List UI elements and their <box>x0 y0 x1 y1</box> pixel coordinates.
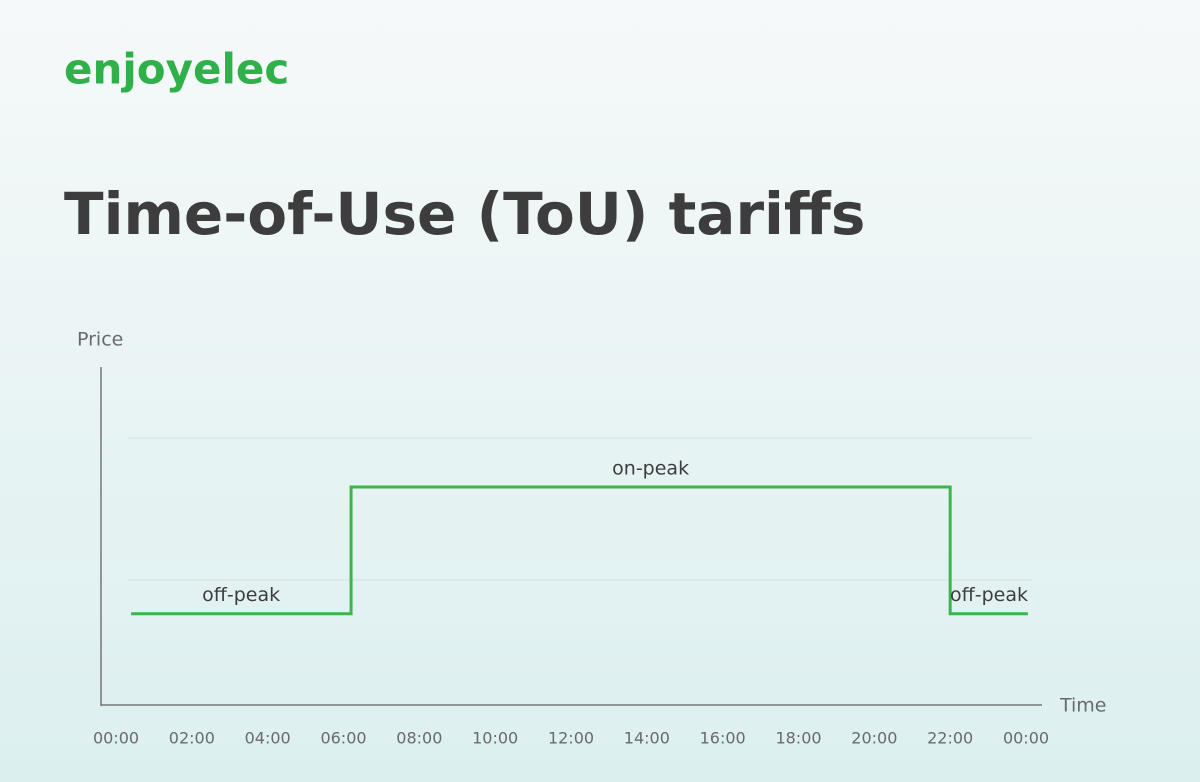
x-tick-label: 08:00 <box>396 729 442 748</box>
logo: enjoyelec <box>64 45 289 94</box>
segment-label: off-peak <box>202 584 280 606</box>
x-tick-label: 20:00 <box>851 729 897 748</box>
x-tick-label: 14:00 <box>624 729 670 748</box>
step-line <box>131 485 1028 616</box>
x-tick-label: 00:00 <box>93 729 139 748</box>
x-axis-title: Time <box>1059 695 1107 717</box>
segment-label: on-peak <box>612 457 689 479</box>
x-tick-label: 00:00 <box>1003 729 1049 748</box>
x-tick-label: 16:00 <box>700 729 746 748</box>
x-tick-label: 06:00 <box>320 729 366 748</box>
y-axis-title: Price <box>77 329 123 351</box>
x-tick-label: 12:00 <box>548 729 594 748</box>
x-tick-label: 02:00 <box>169 729 215 748</box>
x-tick-label: 18:00 <box>775 729 821 748</box>
segment-label: off-peak <box>950 584 1028 606</box>
chart-title: Time-of-Use (ToU) tariffs <box>64 180 865 248</box>
x-tick-label: 22:00 <box>927 729 973 748</box>
x-tick-label: 04:00 <box>245 729 291 748</box>
x-tick-label: 10:00 <box>472 729 518 748</box>
